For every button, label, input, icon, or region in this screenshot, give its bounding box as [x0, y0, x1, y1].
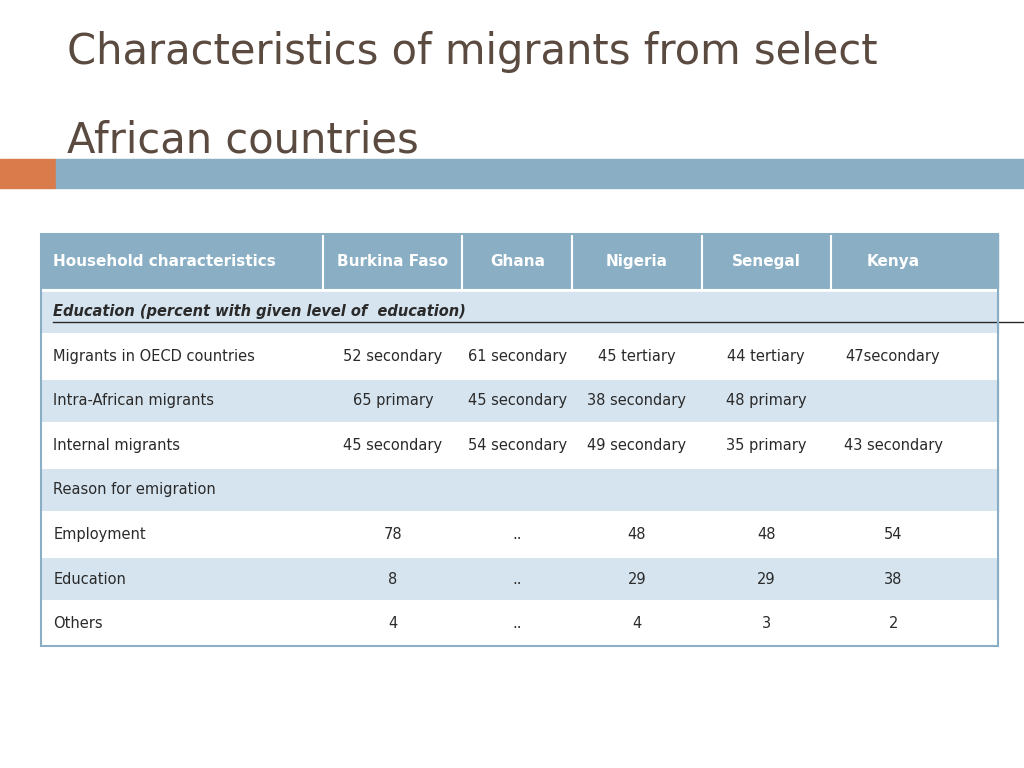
Text: 45 tertiary: 45 tertiary	[598, 349, 676, 364]
Text: Reason for emigration: Reason for emigration	[53, 482, 216, 498]
Text: 2: 2	[889, 616, 898, 631]
Text: Household characteristics: Household characteristics	[53, 254, 276, 270]
Text: 52 secondary: 52 secondary	[343, 349, 442, 364]
Text: 48: 48	[628, 527, 646, 542]
Text: 78: 78	[384, 527, 402, 542]
Text: 4: 4	[388, 616, 397, 631]
Text: 48: 48	[757, 527, 775, 542]
Bar	[41, 423, 998, 468]
Text: 54: 54	[884, 527, 902, 542]
Text: 35 primary: 35 primary	[726, 438, 807, 453]
Text: 38: 38	[884, 571, 902, 587]
Text: Migrants in OECD countries: Migrants in OECD countries	[53, 349, 255, 364]
Text: 44 tertiary: 44 tertiary	[727, 349, 805, 364]
Text: ..: ..	[513, 571, 522, 587]
Text: 43 secondary: 43 secondary	[844, 438, 942, 453]
Text: Characteristics of migrants from select: Characteristics of migrants from select	[67, 31, 878, 73]
Text: 29: 29	[757, 571, 775, 587]
Text: Employment: Employment	[53, 527, 145, 542]
Text: 8: 8	[388, 571, 397, 587]
Text: Nigeria: Nigeria	[606, 254, 668, 270]
Text: Education: Education	[53, 571, 126, 587]
Text: Kenya: Kenya	[866, 254, 920, 270]
Text: 61 secondary: 61 secondary	[468, 349, 567, 364]
Bar	[41, 234, 998, 290]
Text: 38 secondary: 38 secondary	[588, 393, 686, 409]
Bar	[41, 234, 998, 646]
Bar	[41, 512, 998, 557]
Text: 3: 3	[762, 616, 771, 631]
Bar	[56, 159, 1024, 188]
Bar	[41, 468, 998, 512]
Text: 65 primary: 65 primary	[352, 393, 433, 409]
Text: Education (percent with given level of  education): Education (percent with given level of e…	[53, 304, 466, 319]
Text: 49 secondary: 49 secondary	[588, 438, 686, 453]
Text: Senegal: Senegal	[732, 254, 801, 270]
Text: 45 secondary: 45 secondary	[468, 393, 567, 409]
Text: 54 secondary: 54 secondary	[468, 438, 567, 453]
Text: 4: 4	[633, 616, 642, 631]
Bar	[41, 290, 998, 334]
Bar	[41, 557, 998, 601]
Bar	[41, 601, 998, 646]
Text: 29: 29	[628, 571, 646, 587]
Text: 47secondary: 47secondary	[846, 349, 940, 364]
Text: Internal migrants: Internal migrants	[53, 438, 180, 453]
Text: Ghana: Ghana	[489, 254, 545, 270]
Bar	[0, 159, 56, 188]
Text: 45 secondary: 45 secondary	[343, 438, 442, 453]
Text: ..: ..	[513, 527, 522, 542]
Text: Others: Others	[53, 616, 102, 631]
Bar	[41, 334, 998, 379]
Text: African countries: African countries	[67, 119, 419, 161]
Text: Burkina Faso: Burkina Faso	[337, 254, 449, 270]
Bar	[41, 379, 998, 423]
Text: 48 primary: 48 primary	[726, 393, 807, 409]
Text: ..: ..	[513, 616, 522, 631]
Text: Intra-African migrants: Intra-African migrants	[53, 393, 214, 409]
